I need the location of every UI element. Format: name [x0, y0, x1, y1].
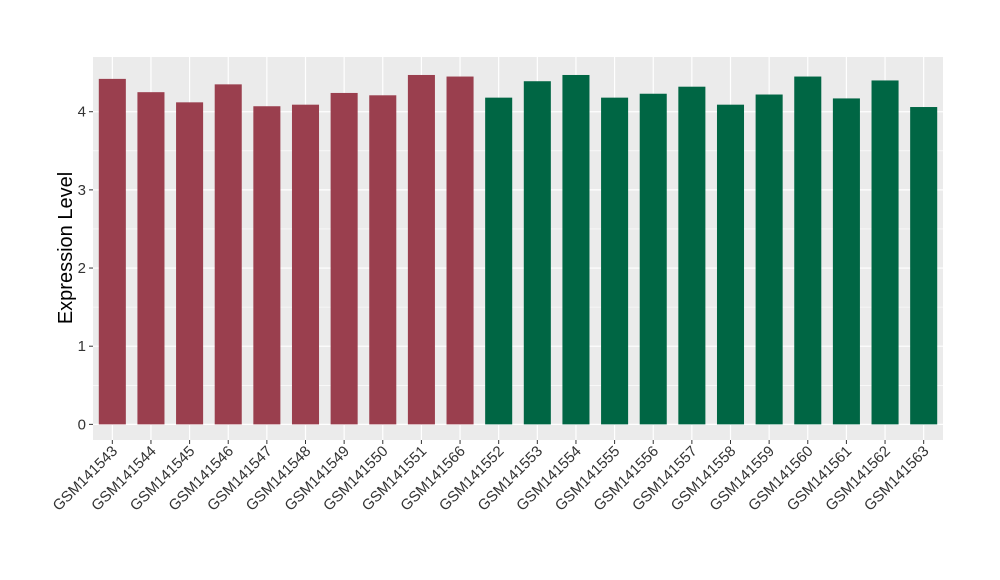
y-tick-label: 1 — [78, 338, 86, 355]
bar-GSM141547 — [253, 106, 281, 425]
bar-GSM141556 — [639, 93, 667, 425]
bar-GSM141554 — [562, 74, 590, 425]
y-tick-label: 2 — [78, 260, 86, 277]
bar-GSM141546 — [214, 84, 242, 425]
bar-GSM141543 — [98, 78, 126, 425]
bars-group — [98, 74, 938, 425]
bar-GSM141549 — [330, 92, 358, 425]
y-tick-label: 3 — [78, 182, 86, 199]
x-axis: GSM141543GSM141544GSM141545GSM141546GSM1… — [50, 440, 933, 514]
bar-GSM141559 — [755, 94, 783, 425]
bar-GSM141557 — [678, 86, 706, 425]
y-axis-title: Expression Level — [55, 172, 77, 324]
y-axis: 0 1 2 3 4 — [78, 104, 93, 433]
y-tick-label: 0 — [78, 416, 86, 433]
bar-GSM141551 — [407, 74, 435, 425]
bar-GSM141555 — [601, 97, 629, 425]
bar-GSM141545 — [176, 102, 204, 425]
bar-GSM141548 — [291, 104, 320, 425]
bar-GSM141552 — [485, 97, 513, 425]
bar-GSM141550 — [369, 95, 397, 425]
y-tick-label: 4 — [78, 104, 86, 121]
bar-GSM141544 — [137, 92, 165, 425]
bar-GSM141553 — [523, 81, 551, 425]
bar-GSM141566 — [446, 76, 474, 425]
bar-GSM141562 — [871, 80, 899, 425]
bar-GSM141560 — [794, 76, 822, 425]
bar-GSM141561 — [832, 98, 860, 425]
bar-GSM141563 — [910, 107, 938, 425]
bar-GSM141558 — [716, 104, 745, 425]
